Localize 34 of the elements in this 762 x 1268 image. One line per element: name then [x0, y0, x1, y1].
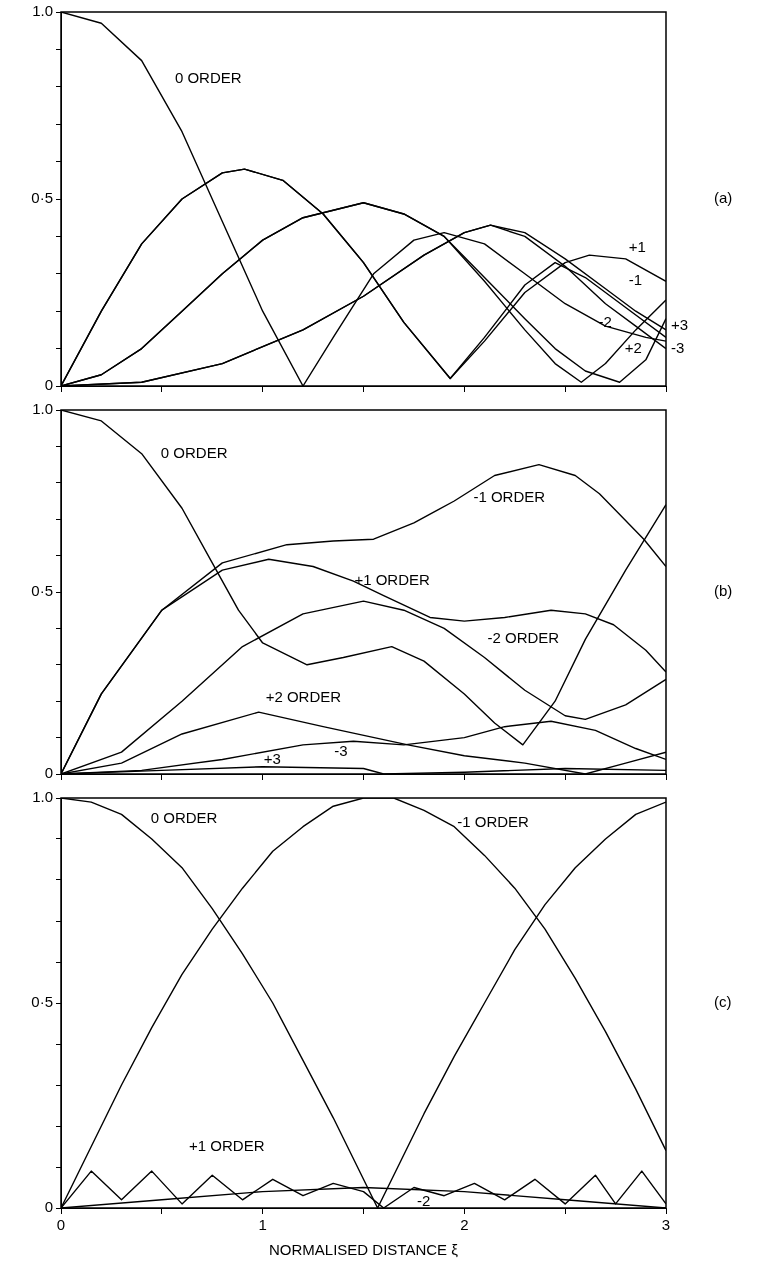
annotation: -1: [628, 271, 643, 289]
annotation: -1 ORDER: [473, 487, 546, 505]
y-tick-label: 0: [44, 376, 53, 394]
y-tick-label: 0·5: [31, 993, 53, 1011]
text: (a): [714, 189, 733, 207]
text: +3: [671, 316, 689, 334]
y-tick-label: 1.0: [32, 400, 53, 418]
text: (c): [714, 993, 732, 1011]
x-axis-title: NORMALISED DISTANCE ξ: [269, 1241, 459, 1259]
y-tick-label: 0: [44, 1198, 53, 1216]
annotation: -2 ORDER: [487, 629, 560, 647]
x-tick-label: 3: [661, 1216, 671, 1234]
text: -3: [671, 338, 685, 356]
y-tick-label: 0: [44, 764, 53, 782]
x-tick-label: 1: [258, 1216, 267, 1234]
annotation: +1 ORDER: [189, 1136, 265, 1154]
annotation: 0 ORDER: [174, 69, 242, 87]
annotation: +1: [628, 237, 646, 255]
y-tick-label: 1.0: [32, 788, 53, 806]
annotation: +2: [624, 338, 642, 356]
y-tick-label: 1.0: [32, 2, 53, 20]
annotation: -1 ORDER: [457, 812, 530, 830]
annotation: 0 ORDER: [150, 808, 218, 826]
annotation: -2: [416, 1191, 431, 1209]
annotation: +3: [263, 749, 281, 767]
x-tick-label: 2: [460, 1216, 469, 1234]
text: (b): [714, 582, 733, 600]
annotation: +2 ORDER: [265, 687, 342, 705]
annotation: 0 ORDER: [160, 443, 228, 461]
annotation: +1 ORDER: [354, 571, 431, 589]
annotation: -3: [334, 742, 348, 760]
x-tick-label: 0: [56, 1216, 66, 1234]
y-tick-label: 0·5: [31, 189, 53, 207]
y-tick-label: 0·5: [31, 582, 53, 600]
